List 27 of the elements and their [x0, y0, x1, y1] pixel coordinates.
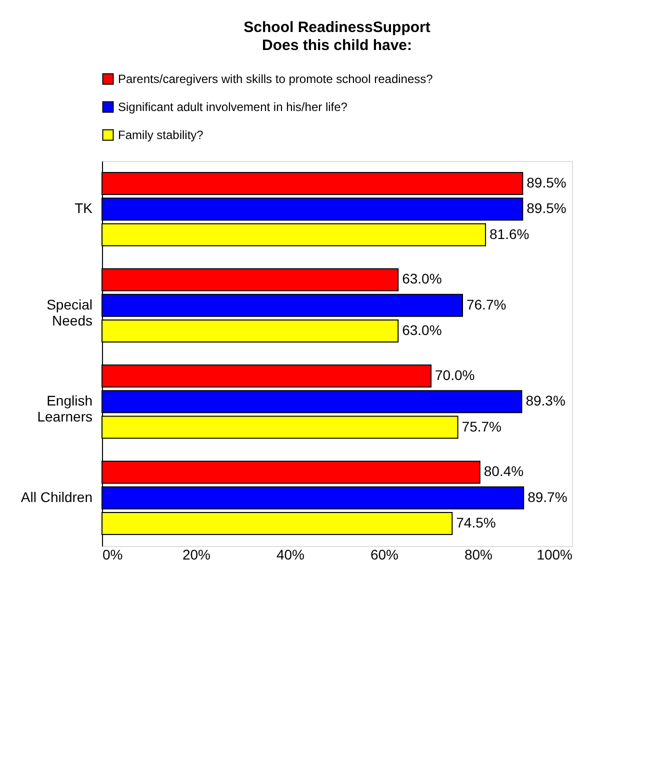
x-tick-label: 100%: [536, 546, 572, 562]
data-label: 63.0%: [402, 270, 442, 287]
data-label: 80.4%: [484, 463, 524, 480]
data-label: 89.5%: [526, 174, 566, 190]
legend-label: Parents/caregivers with skills to promote school readiness?: [118, 72, 434, 86]
y-tick-label: English Learners: [37, 392, 92, 425]
data-label: 89.3%: [526, 392, 566, 409]
x-tick-label: 40%: [276, 546, 305, 562]
data-label: 63.0%: [402, 322, 442, 338]
legend-label: Family stability?: [118, 128, 204, 142]
data-label: 89.5%: [526, 200, 566, 216]
data-label: 74.5%: [456, 514, 496, 531]
x-tick-label: 20%: [182, 546, 211, 562]
x-tick-label: 60%: [370, 546, 399, 562]
y-tick-label: TK: [74, 200, 94, 216]
data-label: 81.6%: [490, 226, 530, 242]
x-tick-label: 80%: [464, 546, 493, 562]
data-label: 89.7%: [528, 488, 568, 505]
data-label: 76.7%: [466, 296, 506, 312]
data-label: 70.0%: [435, 366, 475, 383]
y-tick-label: All Children: [20, 488, 92, 505]
x-tick-label: 0%: [102, 546, 123, 562]
data-label: 75.7%: [462, 418, 502, 434]
y-tick-label: Special Needs: [46, 296, 92, 328]
legend-label: Significant adult involvement in his/her life?: [118, 100, 348, 114]
chart-title: School ReadinessSupport: [244, 19, 430, 36]
chart-subtitle: Does this child have:: [262, 37, 412, 54]
